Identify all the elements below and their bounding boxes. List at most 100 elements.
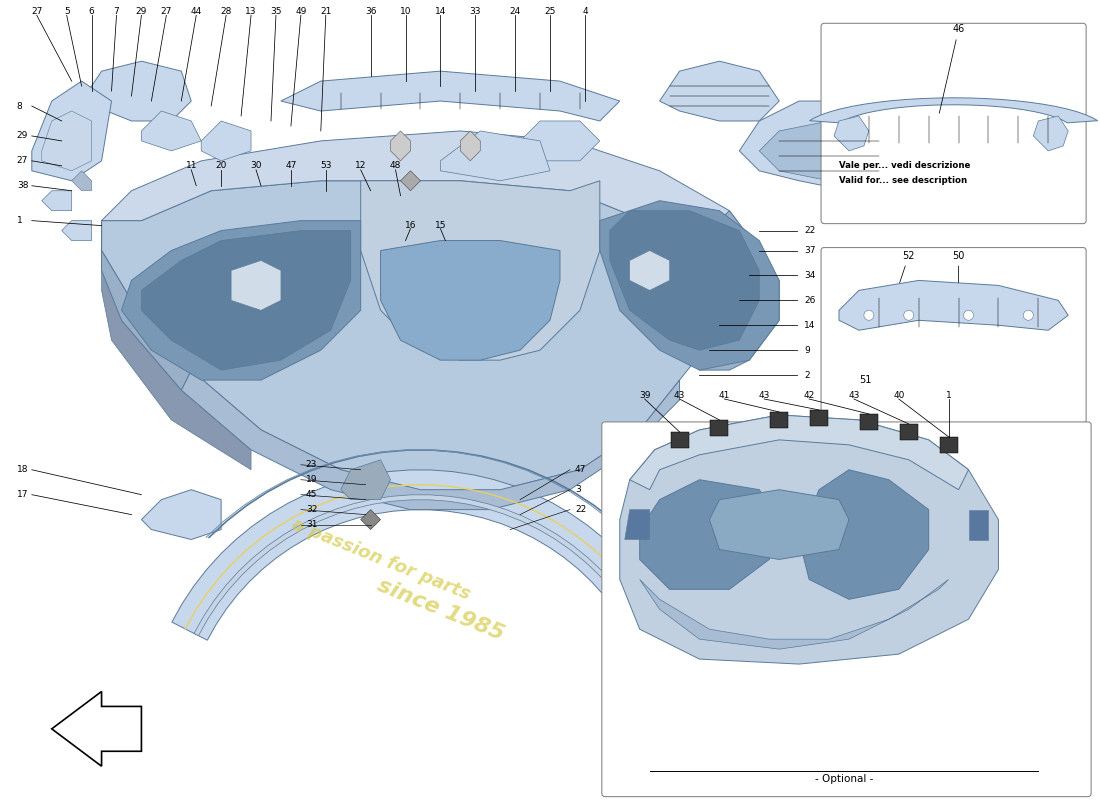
Text: 27: 27	[31, 7, 43, 16]
Text: 4: 4	[582, 7, 587, 16]
Polygon shape	[440, 131, 550, 181]
Polygon shape	[142, 490, 221, 539]
Polygon shape	[341, 460, 390, 500]
Text: 50: 50	[953, 250, 965, 282]
Polygon shape	[32, 81, 111, 181]
Polygon shape	[81, 61, 191, 121]
Polygon shape	[810, 98, 1098, 123]
Polygon shape	[194, 495, 647, 636]
Polygon shape	[280, 71, 619, 121]
Polygon shape	[625, 510, 650, 539]
Polygon shape	[101, 131, 759, 270]
Text: 3: 3	[575, 485, 581, 494]
Polygon shape	[640, 579, 948, 649]
Text: 25: 25	[544, 7, 556, 16]
Text: 32: 32	[306, 505, 317, 514]
Polygon shape	[839, 281, 1068, 330]
Text: 18: 18	[16, 466, 29, 474]
Polygon shape	[381, 241, 560, 360]
Circle shape	[904, 310, 914, 320]
Polygon shape	[1033, 116, 1068, 151]
Text: 22: 22	[575, 505, 586, 514]
Polygon shape	[739, 101, 918, 190]
Text: 22: 22	[804, 226, 815, 235]
Polygon shape	[700, 210, 779, 370]
Polygon shape	[520, 121, 600, 161]
Text: 44: 44	[190, 7, 202, 16]
Text: 37: 37	[804, 246, 815, 255]
Text: Vale per... vedi descrizione: Vale per... vedi descrizione	[839, 162, 970, 170]
Text: 48: 48	[389, 162, 402, 170]
Polygon shape	[72, 170, 91, 190]
Text: 43: 43	[848, 390, 859, 399]
Text: 21: 21	[320, 7, 331, 16]
Text: 33: 33	[470, 7, 481, 16]
Text: 34: 34	[804, 271, 815, 280]
Text: 12: 12	[355, 162, 366, 170]
Text: a passion for parts: a passion for parts	[288, 515, 473, 603]
Text: 2: 2	[804, 370, 810, 379]
FancyBboxPatch shape	[602, 422, 1091, 797]
Text: 20: 20	[216, 162, 227, 170]
Text: 52: 52	[900, 250, 915, 282]
Polygon shape	[939, 437, 958, 453]
Polygon shape	[101, 181, 739, 490]
Text: 36: 36	[365, 7, 376, 16]
Circle shape	[1023, 310, 1033, 320]
Polygon shape	[810, 410, 828, 426]
Polygon shape	[390, 131, 410, 161]
Polygon shape	[182, 370, 680, 510]
Text: 43: 43	[674, 390, 685, 399]
Polygon shape	[629, 415, 968, 490]
Text: 8: 8	[16, 102, 23, 110]
Text: 14: 14	[434, 7, 447, 16]
Text: 29: 29	[135, 7, 147, 16]
Text: 42: 42	[803, 390, 815, 399]
Polygon shape	[600, 201, 779, 370]
Text: 13: 13	[245, 7, 256, 16]
Text: 38: 38	[16, 182, 29, 190]
Polygon shape	[42, 111, 91, 170]
FancyArrow shape	[52, 691, 142, 766]
Polygon shape	[172, 470, 669, 640]
Polygon shape	[834, 116, 869, 151]
Text: 47: 47	[575, 466, 586, 474]
Polygon shape	[968, 510, 989, 539]
Polygon shape	[460, 131, 481, 161]
Text: 5: 5	[64, 7, 69, 16]
Polygon shape	[400, 170, 420, 190]
FancyBboxPatch shape	[821, 23, 1086, 224]
Polygon shape	[900, 424, 917, 440]
Polygon shape	[201, 121, 251, 161]
Text: 43: 43	[759, 390, 770, 399]
Polygon shape	[640, 480, 779, 590]
Text: 45: 45	[306, 490, 317, 499]
Text: 35: 35	[271, 7, 282, 16]
Polygon shape	[361, 181, 600, 360]
Text: 47: 47	[285, 162, 297, 170]
Text: 6: 6	[89, 7, 95, 16]
Text: 30: 30	[251, 162, 262, 170]
Text: 46: 46	[939, 24, 965, 114]
Text: 26: 26	[804, 296, 815, 305]
Text: 51: 51	[859, 375, 871, 385]
Text: 27: 27	[161, 7, 172, 16]
Text: 40: 40	[893, 390, 904, 399]
Text: 1: 1	[946, 390, 952, 399]
Circle shape	[964, 310, 974, 320]
Polygon shape	[671, 432, 689, 448]
Circle shape	[864, 310, 873, 320]
Polygon shape	[799, 470, 928, 599]
Polygon shape	[231, 261, 280, 310]
Text: 53: 53	[320, 162, 331, 170]
Text: 14: 14	[804, 321, 815, 330]
Polygon shape	[142, 111, 201, 151]
Text: 27: 27	[16, 156, 29, 166]
Polygon shape	[121, 221, 361, 380]
Polygon shape	[62, 221, 91, 241]
Polygon shape	[609, 210, 759, 350]
Text: Valid for... see description: Valid for... see description	[839, 176, 967, 186]
Polygon shape	[711, 420, 728, 436]
Polygon shape	[42, 190, 72, 210]
Text: 28: 28	[220, 7, 232, 16]
